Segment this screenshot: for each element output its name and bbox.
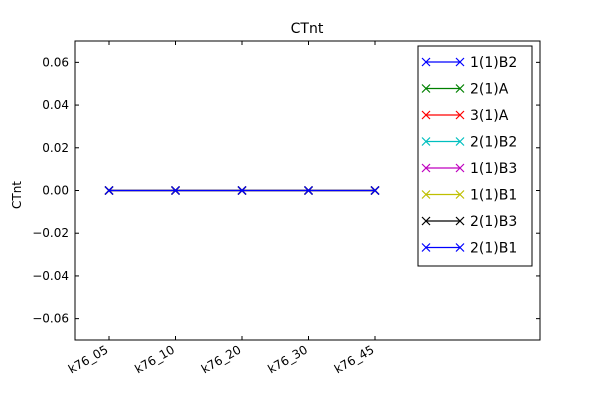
data-point [304, 186, 313, 195]
legend: 1(1)B2 2(1)A 3(1)A 2(1)B2 1(1)B3 1(1)B1 2(1)B3… [417, 45, 533, 267]
x-tick-label: k76_30 [265, 342, 310, 376]
legend-entry: 2(1)A [421, 82, 509, 98]
legend-entry: 1(1)B2 [421, 55, 517, 71]
legend-label: 1(1)B2 [470, 55, 517, 71]
legend-label: 3(1)A [470, 108, 509, 124]
x-axis: k76_05 k76_10 k76_20 k76_30 k76_45 [66, 41, 377, 376]
x-tick-label: k76_45 [332, 342, 377, 376]
legend-label: 2(1)A [470, 82, 509, 98]
data-point [370, 186, 380, 195]
y-tick-label: −0.06 [32, 312, 69, 326]
legend-label: 1(1)B3 [470, 161, 517, 177]
chart-title: CTnt [291, 21, 324, 37]
legend-entry: 2(1)B2 [421, 135, 517, 151]
legend-entry: 2(1)B1 [421, 241, 517, 257]
legend-entry: 2(1)B3 [421, 214, 517, 230]
legend-entry: 1(1)B1 [421, 188, 517, 204]
y-tick-label: 0.02 [42, 141, 69, 155]
y-axis-label: CTnt [10, 181, 24, 209]
series-2(1)B1 [104, 186, 380, 195]
legend-label: 2(1)B2 [470, 135, 517, 151]
series-layer [104, 186, 380, 195]
legend-entry: 1(1)B3 [421, 161, 517, 177]
y-tick-label: −0.02 [32, 226, 69, 240]
data-point [171, 186, 180, 195]
y-tick-label: 0.06 [42, 55, 69, 69]
y-tick-label: −0.04 [32, 269, 69, 283]
data-point [104, 186, 114, 195]
legend-label: 2(1)B3 [470, 214, 517, 230]
y-axis: 0.06 0.04 0.02 0.00 −0.02 −0.04 −0.06 [32, 55, 540, 326]
y-tick-label: 0.04 [42, 98, 69, 112]
x-tick-label: k76_20 [199, 342, 244, 376]
legend-box [417, 45, 533, 267]
x-tick-label: k76_05 [66, 342, 111, 376]
legend-label: 1(1)B1 [470, 188, 517, 204]
data-point [237, 186, 247, 195]
legend-label: 2(1)B1 [470, 241, 517, 257]
x-tick-label: k76_10 [132, 342, 177, 376]
legend-entry: 3(1)A [421, 108, 509, 124]
y-tick-label: 0.00 [42, 184, 69, 198]
